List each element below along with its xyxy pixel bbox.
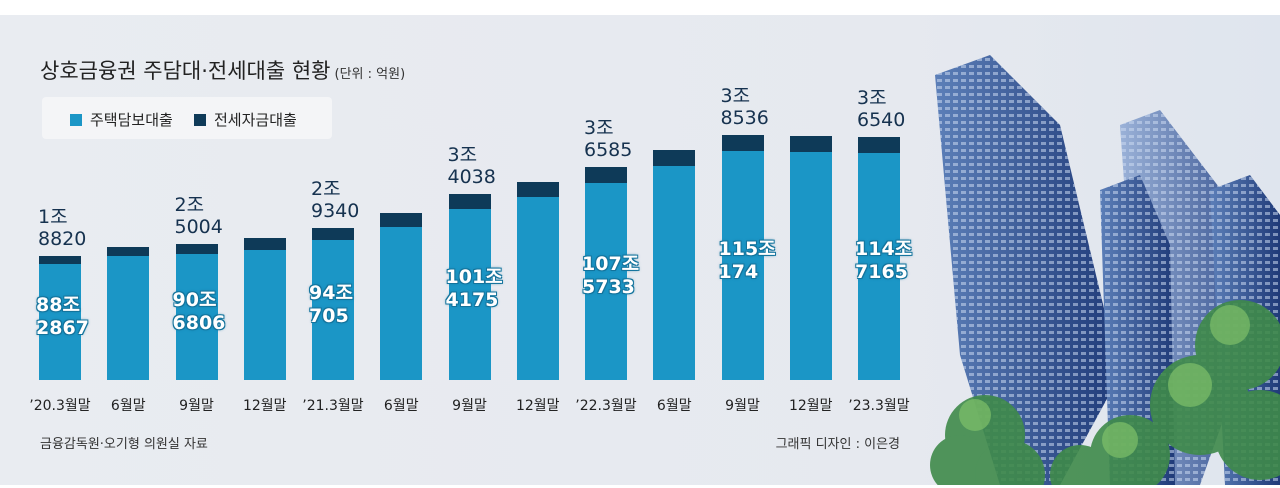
x-tick-label: ’23.3월말 [848,398,910,414]
bar-segment [448,208,491,380]
bar-segment [107,246,150,256]
x-tick-label: 9월말 [179,398,214,414]
x-tick-label: 12월말 [788,398,833,414]
bar-segment [516,181,559,197]
plot-area: ’20.3월말 88조 2867 1조 8820 6월말 9월말 90조 6806 2조 5… [0,15,930,485]
bar-segment [312,227,354,240]
value-label: 115조 174 [718,237,776,283]
bar-segment [858,137,900,153]
bar-segment [585,182,627,380]
bar-segment [107,255,150,380]
value-label: 90조 6806 [172,289,226,335]
bar-segment [585,167,627,183]
value-label: 2조 5004 [174,193,223,238]
x-tick-label: ’20.3월말 [29,398,91,414]
value-label: 3조 8536 [720,84,769,129]
legend: 주택담보대출 전세자금대출 [42,97,332,139]
value-label: 88조 2867 [36,294,89,340]
x-tick-label: 9월말 [725,398,760,414]
x-tick-label: 12월말 [515,398,560,414]
bar-segment [243,249,286,380]
x-tick-label: 12월말 [242,398,287,414]
bar-segment [175,254,218,380]
value-label: 94조 705 [309,281,353,327]
unit-label: (단위 : 억원) [334,67,406,82]
x-tick-label: 9월말 [452,398,487,414]
bar-segment [448,194,491,209]
x-tick-label: 6월말 [383,398,419,414]
legend-item: 전세자금대출 [194,109,297,130]
bar-segment [653,166,696,380]
bar-segment [175,243,218,255]
legend-item: 주택담보대출 [70,109,173,130]
title-text: 상호금융권 주담대·전세대출 현황 [40,59,331,83]
bar-segment [39,256,81,265]
bar-segment [516,196,559,380]
x-tick-label: 6월말 [110,398,146,414]
legend-label: 전세자금대출 [214,111,297,129]
chart-title: 상호금융권 주담대·전세대출 현황 (단위 : 억원) [40,55,405,85]
bar-segment [721,134,764,152]
credit-note: 그래픽 디자인 : 이은경 [775,437,900,452]
value-label: 3조 6540 [857,87,906,132]
bar-segment [243,238,286,250]
x-tick-label: ’22.3월말 [575,398,637,414]
bar-segment [39,264,81,380]
value-label: 114조 7165 [855,238,913,284]
building-windows [935,55,1120,485]
bar-segment [312,239,354,380]
value-label: 3조 4038 [447,144,496,189]
bar-segment [789,135,832,152]
bar-segment [721,151,764,380]
building-illustration [930,55,1280,485]
x-tick-label: ’21.3월말 [302,398,364,414]
bar-segment [653,150,696,167]
value-label: 2조 9340 [311,177,360,222]
source-note: 금융감독원·오기형 의원실 자료 [40,437,208,452]
value-label: 3조 6585 [584,117,633,162]
bar-segment [858,152,900,380]
chart: 상호금융권 주담대·전세대출 현황 (단위 : 억원) 주택담보대출 전세자금대출 … [0,15,1280,485]
tree-highlights [959,305,1250,458]
bar-segment [380,226,423,380]
value-label: 1조 8820 [38,206,87,251]
bar-segment [789,151,832,380]
value-label: 101조 4175 [445,266,503,312]
legend-swatch [194,114,206,126]
bar-segment [380,213,423,227]
legend-swatch [70,114,82,126]
legend-label: 주택담보대출 [90,111,173,129]
x-tick-label: 6월말 [656,398,692,414]
value-label: 107조 5733 [582,253,640,299]
